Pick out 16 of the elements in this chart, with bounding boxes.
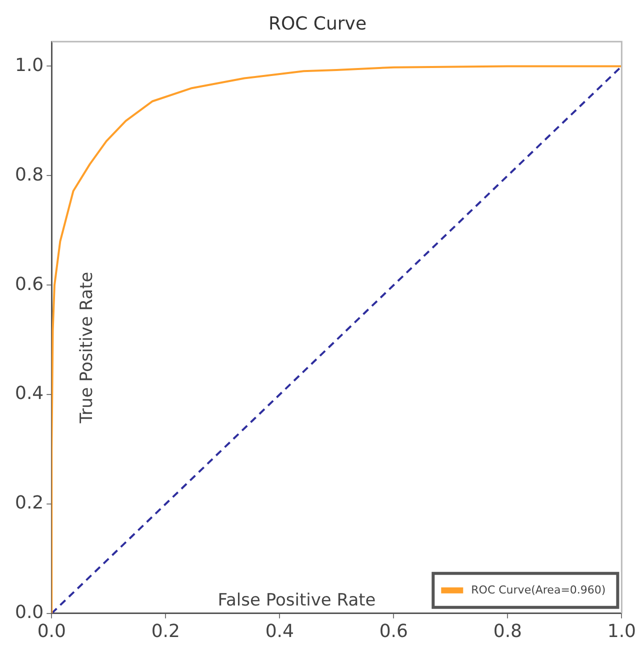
y-tick-label: 0.0: [14, 602, 44, 624]
x-tick-label: 0.6: [379, 620, 408, 642]
y-tick-label: 0.4: [14, 383, 44, 404]
x-tick-label: 1.0: [607, 620, 636, 642]
x-tick-label: 0.0: [37, 620, 66, 642]
y-tick-label: 0.2: [14, 492, 44, 514]
x-axis-title: False Positive Rate: [218, 590, 376, 610]
chart-title: ROC Curve: [268, 13, 367, 34]
y-tick-label: 0.8: [14, 164, 44, 186]
y-tick-label: 0.6: [14, 274, 44, 295]
x-tick-label: 0.4: [265, 620, 294, 642]
y-axis-title: True Positive Rate: [77, 272, 98, 424]
x-tick-label: 0.2: [151, 620, 180, 642]
legend-label: ROC Curve(Area=0.960): [471, 583, 606, 596]
x-tick-label: 0.8: [493, 620, 522, 642]
y-tick-label: 1.0: [14, 54, 44, 76]
